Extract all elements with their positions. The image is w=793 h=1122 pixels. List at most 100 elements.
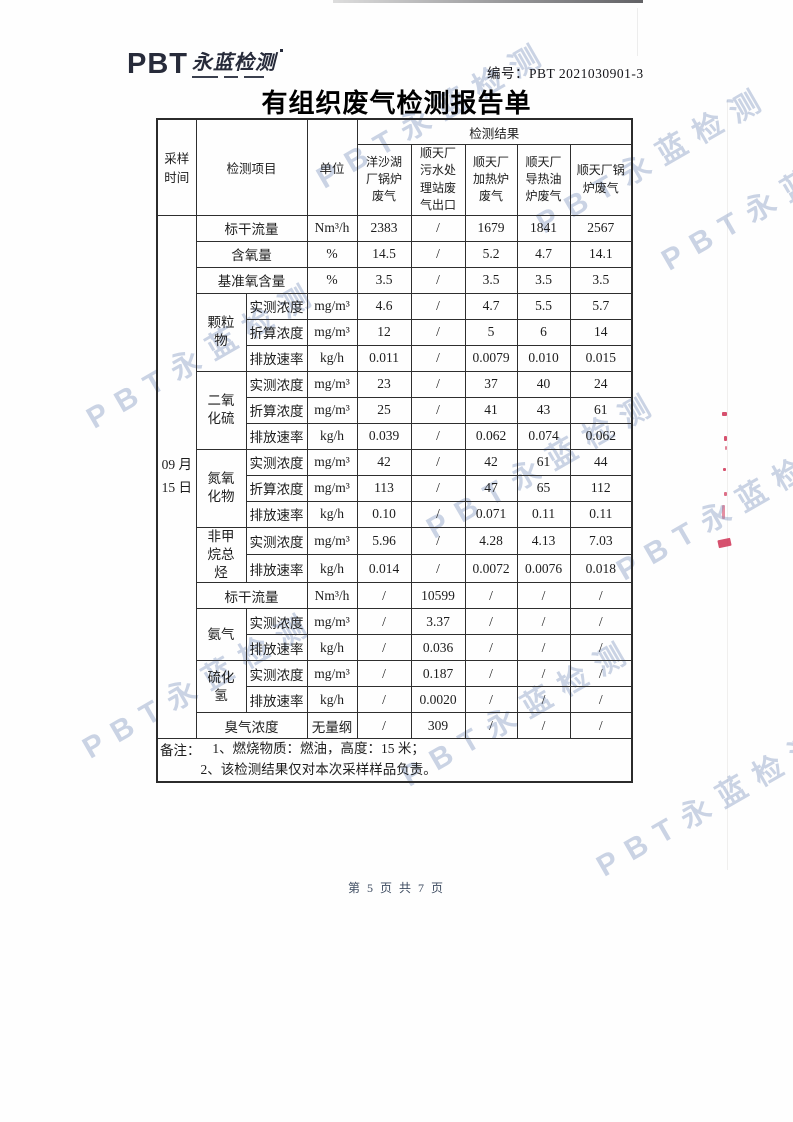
table-row: 基准氧含量 % 3.5 / 3.5 3.5 3.5: [157, 266, 633, 294]
unit-cell: kg/h: [306, 344, 358, 372]
unit-cell: mg/m³: [306, 474, 358, 502]
value-cell: /: [569, 582, 633, 610]
watermark: PBT永蓝检测: [611, 426, 793, 588]
value-cell: 4.13: [516, 526, 571, 556]
item-cell: 实测浓度: [245, 448, 308, 476]
value-cell: /: [464, 686, 518, 714]
value-cell: 5: [464, 318, 518, 346]
value-cell: 41: [464, 396, 518, 424]
value-cell: 4.7: [516, 240, 571, 268]
item-cell: 排放速率: [245, 344, 308, 372]
unit-cell: kg/h: [306, 554, 358, 584]
value-cell: 4.6: [356, 292, 412, 320]
red-seal-mark: [724, 436, 727, 441]
value-cell: 0.0079: [464, 344, 518, 372]
value-cell: 6: [516, 318, 571, 346]
unit-cell: mg/m³: [306, 608, 358, 636]
item-cell: 排放速率: [245, 554, 308, 584]
value-cell: 1841: [516, 214, 571, 242]
value-cell: 3.5: [569, 266, 633, 294]
value-cell: /: [356, 608, 412, 636]
page-title: 有组织废气检测报告单: [261, 89, 532, 118]
unit-cell: Nm³/h: [306, 582, 358, 610]
value-cell: /: [356, 634, 412, 662]
table-header-row: 洋沙湖厂锅炉废气 顺天厂污水处理站废气出口 顺天厂加热炉废气 顺天厂导热油炉废气…: [157, 144, 633, 216]
item-cell: 排放速率: [245, 500, 308, 528]
value-cell: 0.11: [569, 500, 633, 528]
value-cell: 3.5: [464, 266, 518, 294]
item-cell: 实测浓度: [245, 526, 308, 556]
notes-row: 备注： 1、燃烧物质：燃油，高度：15 米； 2、该检测结果仅对本次采样样品负责…: [156, 738, 633, 783]
notes-lines: 1、燃烧物质：燃油，高度：15 米； 2、该检测结果仅对本次采样样品负责。: [201, 740, 437, 781]
notes: 备注： 1、燃烧物质：燃油，高度：15 米； 2、该检测结果仅对本次采样样品负责…: [160, 740, 629, 781]
value-cell: /: [356, 582, 412, 610]
item-cell: 排放速率: [245, 422, 308, 450]
value-cell: /: [569, 608, 633, 636]
value-cell: 4.7: [464, 292, 518, 320]
header-column: 洋沙湖厂锅炉废气: [356, 144, 412, 216]
item-cell: 基准氧含量: [195, 266, 308, 294]
value-cell: /: [410, 266, 466, 294]
header-item: 检测项目: [195, 118, 308, 216]
unit-cell: mg/m³: [306, 448, 358, 476]
item-cell: 实测浓度: [245, 292, 308, 320]
table-row: 排放速率 kg/h / 0.0020 / / /: [157, 686, 633, 714]
table-row: 折算浓度 mg/m³ 25 / 41 43 61: [157, 396, 633, 424]
value-cell: /: [516, 582, 571, 610]
logo-cn-wrap: 永蓝检测: [192, 49, 283, 78]
unit-cell: mg/m³: [306, 370, 358, 398]
table-row: 09 月 15 日 标干流量 Nm³/h 2383 / 1679 1841 25…: [156, 214, 633, 740]
table-row: 非甲 烷总 烃 实测浓度 mg/m³ 5.96 / 4.28 4.13 7.03: [157, 526, 633, 584]
header-unit: 单位: [306, 118, 358, 216]
table-row: 颗粒 物 实测浓度 mg/m³ 4.6 / 4.7 5.5 5.7: [157, 292, 633, 372]
table-row: 排放速率 kg/h 0.011 / 0.0079 0.010 0.015: [157, 344, 633, 372]
value-cell: 42: [356, 448, 412, 476]
value-cell: /: [410, 396, 466, 424]
value-cell: 0.011: [356, 344, 412, 372]
value-cell: /: [410, 526, 466, 556]
header-column: 顺天厂污水处理站废气出口: [410, 144, 466, 216]
red-seal-mark: [724, 492, 727, 496]
value-cell: 0.010: [516, 344, 571, 372]
value-cell: 61: [516, 448, 571, 476]
notes-cell: 备注： 1、燃烧物质：燃油，高度：15 米； 2、该检测结果仅对本次采样样品负责…: [156, 738, 633, 783]
table-row: 硫化 氢 实测浓度 mg/m³ / 0.187 / / /: [157, 660, 633, 714]
value-cell: /: [410, 448, 466, 476]
value-cell: 14.5: [356, 240, 412, 268]
unit-cell: kg/h: [306, 634, 358, 662]
value-cell: /: [464, 712, 518, 740]
item-cell: 含氧量: [195, 240, 308, 268]
value-cell: /: [410, 292, 466, 320]
table-header-row: 采样时间 检测项目 单位 检测结果: [156, 118, 633, 216]
value-cell: 2567: [569, 214, 633, 242]
red-seal-mark: [723, 468, 726, 471]
value-cell: 3.5: [356, 266, 412, 294]
value-cell: /: [410, 214, 466, 242]
logo-subtext-marks: [192, 76, 276, 78]
item-cell: 实测浓度: [245, 660, 308, 688]
value-cell: 44: [569, 448, 633, 476]
value-cell: 5.96: [356, 526, 412, 556]
value-cell: 0.0076: [516, 554, 571, 584]
red-seal-mark: [717, 537, 732, 549]
value-cell: /: [516, 712, 571, 740]
value-cell: 47: [464, 474, 518, 502]
red-seal-mark: [722, 505, 725, 519]
table-row: 臭气浓度 无量纲 / 309 / / /: [157, 712, 633, 740]
scan-smudge: [333, 0, 643, 3]
value-cell: 0.187: [410, 660, 466, 688]
unit-cell: %: [306, 240, 358, 268]
value-cell: 5.5: [516, 292, 571, 320]
item-cell: 实测浓度: [245, 608, 308, 636]
value-cell: 0.062: [569, 422, 633, 450]
logo-pbt-text: PBT: [127, 48, 188, 80]
table-row: 含氧量 % 14.5 / 5.2 4.7 14.1: [157, 240, 633, 268]
table-row: 二氧 化硫 实测浓度 mg/m³ 23 / 37 40 24: [157, 370, 633, 450]
value-cell: 1679: [464, 214, 518, 242]
value-cell: 14.1: [569, 240, 633, 268]
value-cell: /: [410, 554, 466, 584]
value-cell: 0.015: [569, 344, 633, 372]
value-cell: 65: [516, 474, 571, 502]
item-cell: 折算浓度: [245, 474, 308, 502]
item-cell: 实测浓度: [245, 370, 308, 398]
